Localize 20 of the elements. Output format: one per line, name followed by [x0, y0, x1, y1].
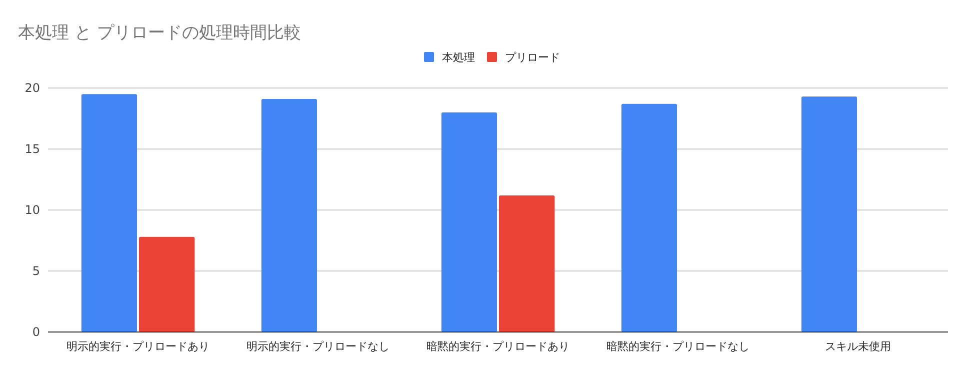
y-tick-label: 10	[24, 203, 40, 217]
bar	[139, 236, 195, 332]
bar	[499, 195, 555, 332]
bar	[621, 104, 677, 332]
title: 本処理 と プリロードの処理時間比較	[18, 23, 301, 43]
legend-label: プリロード	[505, 51, 560, 64]
bar	[81, 94, 137, 332]
y-tick-label: 0	[32, 325, 40, 339]
y-tick-label: 5	[32, 264, 40, 278]
bar	[441, 112, 497, 332]
legend-label: 本処理	[442, 51, 475, 64]
y-tick-label: 20	[24, 81, 40, 95]
x-tick-label: 暗黙的実行・プリロードなし	[606, 340, 750, 353]
x-tick-label: スキル未使用	[825, 340, 891, 353]
bar	[261, 98, 317, 332]
x-tick-label: 明示的実行・プリロードあり	[66, 340, 210, 353]
x-tick-label: 明示的実行・プリロードなし	[246, 340, 390, 353]
y-tick-label: 15	[24, 142, 40, 156]
bar	[801, 96, 857, 332]
x-tick-label: 暗黙的実行・プリロードあり	[426, 340, 570, 353]
